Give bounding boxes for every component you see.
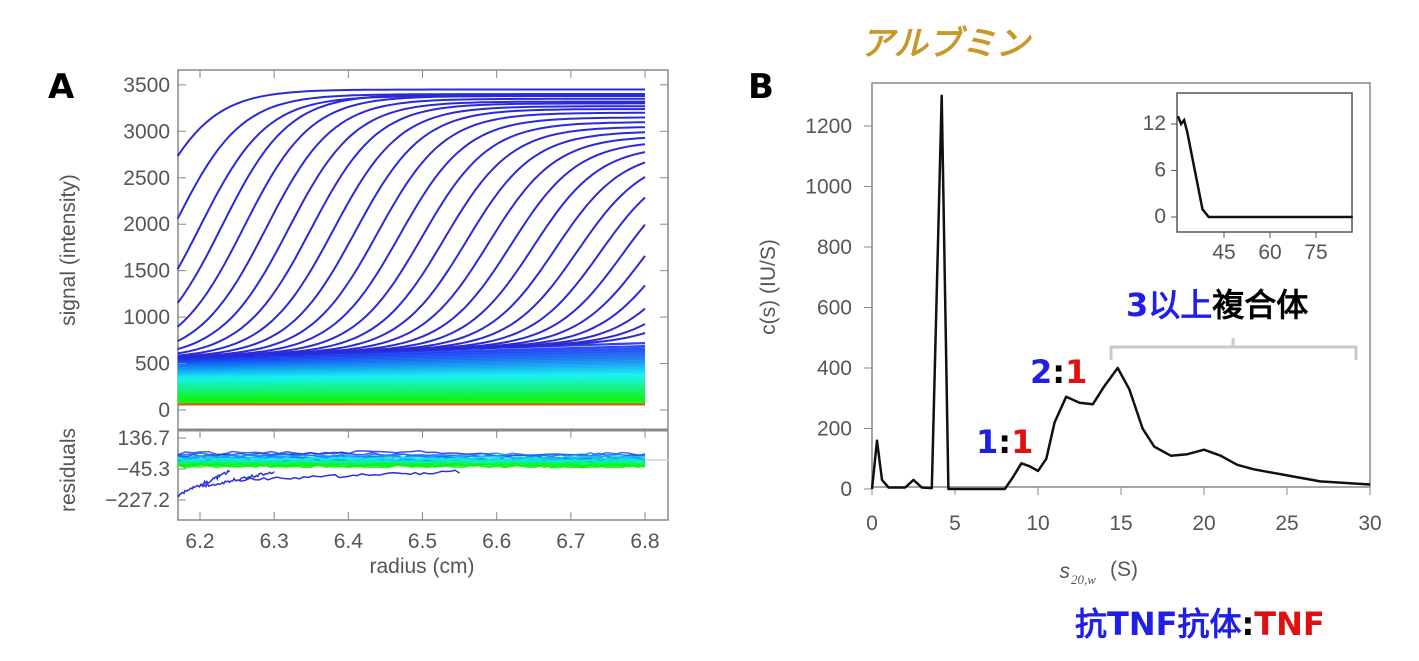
y-tick-label: 3000 [123, 120, 170, 143]
residual-tick-label: 136.7 [117, 427, 170, 450]
panel-b-xlabel-s: s [1060, 560, 1071, 583]
inset-x-tick-label: 45 [1212, 241, 1235, 264]
x-tick-label: 30 [1358, 512, 1381, 535]
y-tick-label: 200 [817, 418, 852, 441]
panel-a-ylabel: signal (intensity) [57, 174, 80, 326]
panel-a-scans [178, 90, 645, 405]
albumin-label: アルブミン [860, 24, 1033, 64]
x-tick-label: 6.6 [482, 530, 511, 553]
legend-label: 抗TNF抗体:TNF [1075, 605, 1325, 643]
inset-y-tick-label: 12 [1143, 112, 1166, 135]
panel-label-b: B [748, 67, 774, 107]
residual-trace-early [237, 470, 460, 481]
y-tick-label: 400 [817, 357, 852, 380]
y-tick-label: 1000 [123, 306, 170, 329]
inset-y-tick-label: 0 [1154, 205, 1166, 228]
x-tick-label: 6.7 [556, 530, 585, 553]
panel-a-residual-label: residuals [57, 428, 80, 512]
y-tick-label: 1500 [123, 260, 170, 283]
residual-trace-early [200, 472, 274, 487]
inset-x-tick-label: 60 [1258, 241, 1281, 264]
boundary-scan [178, 113, 645, 358]
panel-a-ticks: 6.2 6.3 6.4 6.5 6.6 6.7 6.8 0 500 1000 1500 2000 250… [105, 70, 668, 553]
inset-y-tick-label: 6 [1154, 159, 1166, 182]
y-tick-label: 0 [158, 399, 170, 422]
complex-label: 3以上複合体 [1126, 286, 1308, 324]
x-tick-label: 6.3 [260, 530, 289, 553]
ratio-2-1-label: 2:1 [1030, 353, 1087, 391]
residual-tick-label: −227.2 [105, 489, 170, 512]
y-tick-label: 1200 [805, 115, 852, 138]
panel-a-xlabel: radius (cm) [369, 555, 474, 578]
y-tick-label: 800 [817, 236, 852, 259]
panel-b-xlabel-unit: (S) [1110, 558, 1138, 581]
y-tick-label: 0 [840, 478, 852, 501]
y-tick-label: 500 [135, 353, 170, 376]
x-tick-label: 15 [1109, 512, 1132, 535]
y-tick-label: 3500 [123, 74, 170, 97]
x-tick-label: 6.5 [408, 530, 437, 553]
complex-label-black: 複合体 [1212, 286, 1308, 324]
complex-bracket [1111, 338, 1356, 360]
complex-label-blue: 3以上 [1126, 286, 1212, 324]
panel-a-plot: 6.2 6.3 6.4 6.5 6.6 6.7 6.8 0 500 1000 1500 2000 250… [105, 70, 668, 553]
x-tick-label: 25 [1275, 512, 1298, 535]
inset-x-tick-label: 75 [1304, 241, 1327, 264]
y-tick-label: 2500 [123, 167, 170, 190]
residual-tick-label: −45.3 [117, 458, 170, 481]
x-tick-label: 20 [1192, 512, 1215, 535]
y-tick-label: 1000 [805, 176, 852, 199]
x-tick-label: 5 [949, 512, 961, 535]
y-tick-label: 2000 [123, 213, 170, 236]
y-tick-label: 600 [817, 297, 852, 320]
x-tick-label: 6.2 [185, 530, 214, 553]
boundary-scan [178, 106, 645, 355]
panel-b-ylabel: c(s) (IU/S) [757, 239, 780, 335]
boundary-scan [178, 94, 645, 303]
panel-label-a: A [48, 67, 75, 107]
panel-a-residuals [178, 451, 645, 497]
x-tick-label: 10 [1026, 512, 1049, 535]
panel-b-xlabel-subscript: 20,w [1071, 572, 1096, 587]
ratio-1-1-label: 1:1 [976, 423, 1033, 461]
x-tick-label: 0 [866, 512, 878, 535]
boundary-scan [178, 96, 645, 269]
x-tick-label: 6.8 [630, 530, 659, 553]
x-tick-label: 6.4 [334, 530, 364, 553]
